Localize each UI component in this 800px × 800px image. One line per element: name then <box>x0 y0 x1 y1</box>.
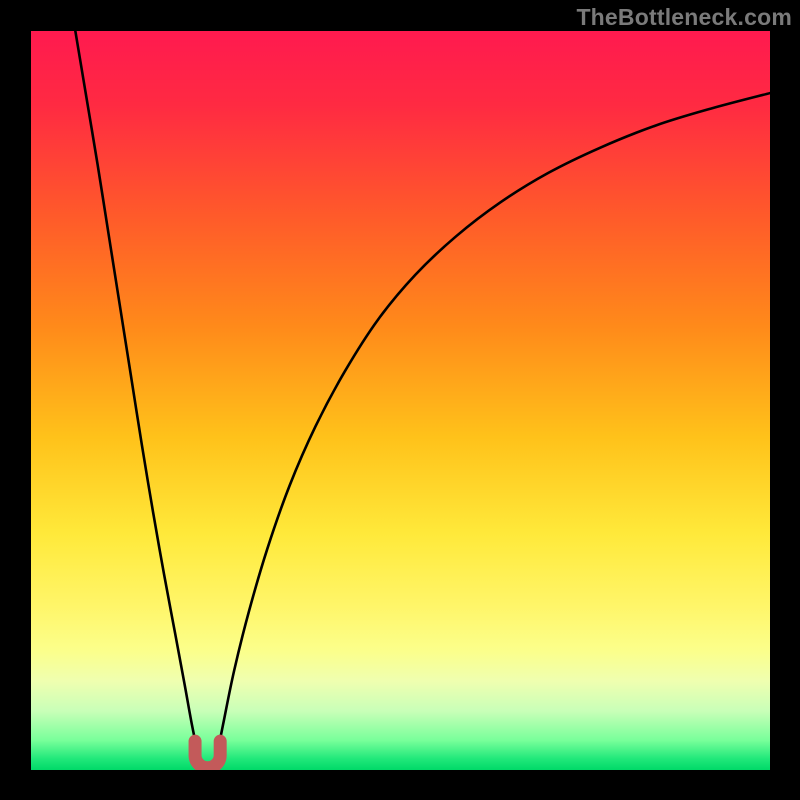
curve-left <box>75 31 198 754</box>
watermark-text: TheBottleneck.com <box>576 4 792 31</box>
curves-layer <box>31 31 770 770</box>
minimum-marker <box>195 741 220 768</box>
curve-right <box>217 93 770 754</box>
chart-container: TheBottleneck.com <box>0 0 800 800</box>
plot-area <box>31 31 770 770</box>
